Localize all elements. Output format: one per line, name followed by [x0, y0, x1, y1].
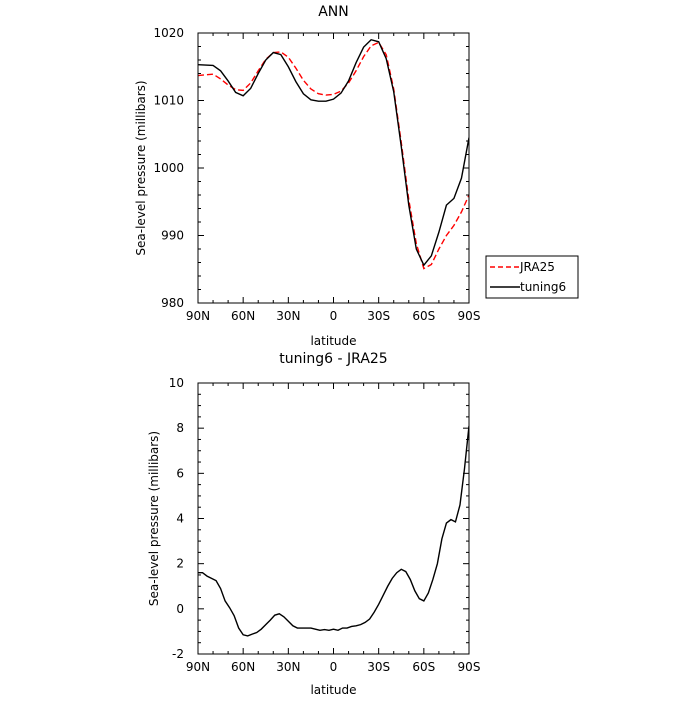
series-line-difference	[198, 425, 469, 637]
y-tick-label: 6	[176, 466, 184, 480]
x-tick-label: 90S	[458, 309, 481, 323]
legend-label-tuning6: tuning6	[520, 280, 566, 294]
y-tick-label: 1000	[153, 161, 184, 175]
chart-panel-1: ANN 90N 60N 30N 0 30S 60S 90S 980 990 1000 1010 1020…	[134, 4, 579, 348]
x-tick-label: 30N	[276, 309, 300, 323]
legend: JRA25 tuning6	[485, 255, 579, 299]
y-tick-label: 1020	[153, 26, 184, 40]
chart-title: ANN	[318, 4, 349, 20]
series-line-tuning6	[198, 38, 469, 267]
plot-frame	[197, 32, 470, 304]
series-line-jra25	[198, 41, 469, 270]
x-tick-label: 60N	[231, 660, 255, 674]
x-tick-label: 30S	[367, 660, 390, 674]
y-tick-label: -2	[172, 647, 184, 661]
x-tick-label: 0	[330, 660, 338, 674]
x-axis-label: latitude	[310, 683, 356, 697]
x-tick-label: 60S	[412, 309, 435, 323]
y-tick-label: 10	[169, 376, 184, 390]
y-tick-label: 0	[176, 602, 184, 616]
chart-panel-2: tuning6 - JRA25 90N 60N 30N 0 30S 60S 90S -2 0 2 4 6…	[147, 351, 480, 697]
y-tick-label: 8	[176, 421, 184, 435]
x-tick-label: 90S	[458, 660, 481, 674]
x-tick-label: 90N	[186, 660, 210, 674]
x-tick-label: 60S	[412, 660, 435, 674]
y-tick-label: 990	[161, 229, 184, 243]
x-tick-label: 30N	[276, 660, 300, 674]
x-tick-label: 0	[330, 309, 338, 323]
x-tick-label: 30S	[367, 309, 390, 323]
y-tick-label: 980	[161, 296, 184, 310]
x-axis-label: latitude	[310, 334, 356, 348]
y-tick-label: 4	[176, 512, 184, 526]
x-tick-label: 60N	[231, 309, 255, 323]
chart-title: tuning6 - JRA25	[279, 351, 387, 367]
legend-box	[485, 255, 579, 299]
y-axis-label: Sea-level pressure (millibars)	[147, 431, 161, 606]
plot-frame	[197, 382, 470, 655]
x-tick-label: 90N	[186, 309, 210, 323]
y-axis-label: Sea-level pressure (millibars)	[134, 80, 148, 255]
legend-label-jra25: JRA25	[519, 260, 555, 274]
y-tick-label: 1010	[153, 94, 184, 108]
y-tick-label: 2	[176, 557, 184, 571]
